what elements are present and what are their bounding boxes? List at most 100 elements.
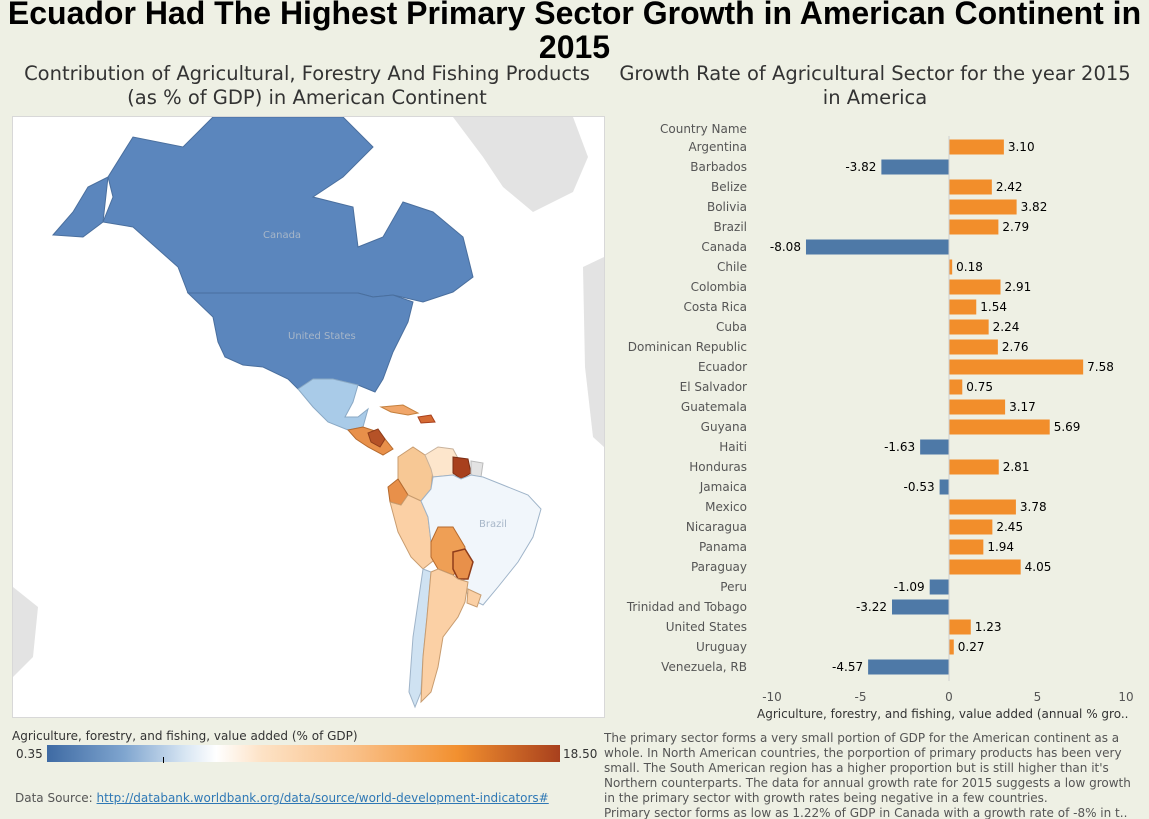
value-label: 2.91 (1005, 280, 1032, 294)
x-tick-label: -5 (855, 690, 867, 704)
x-axis-title: Agriculture, forestry, and fishing, valu… (757, 707, 1128, 721)
category-label: Guyana (701, 420, 747, 434)
category-label: Mexico (705, 500, 747, 514)
category-label: Jamaica (699, 480, 747, 494)
bar[interactable] (929, 579, 949, 595)
bar[interactable] (949, 399, 1006, 415)
x-tick-label: 5 (1034, 690, 1042, 704)
region-alaska[interactable] (51, 176, 109, 238)
category-label: Bolivia (707, 200, 747, 214)
map-label-united-states: United States (288, 331, 356, 342)
commentary-paragraph: The primary sector forms a very small po… (604, 731, 1131, 805)
data-source-link[interactable]: http://databank.worldbank.org/data/sourc… (96, 791, 549, 805)
bar[interactable] (805, 239, 949, 255)
bar[interactable] (949, 559, 1021, 575)
map-label-brazil: Brazil (479, 519, 507, 530)
bar[interactable] (949, 539, 984, 555)
bar[interactable] (868, 659, 949, 675)
category-label: Venezuela, RB (661, 660, 747, 674)
legend-title: Agriculture, forestry, and fishing, valu… (12, 729, 358, 743)
category-label: Guatemala (681, 400, 747, 414)
africa-edge-shape (583, 257, 604, 447)
bar[interactable] (949, 259, 953, 275)
value-label: 1.54 (980, 300, 1007, 314)
bar[interactable] (920, 439, 949, 455)
region-canada[interactable] (102, 117, 474, 303)
value-label: -8.08 (770, 240, 801, 254)
antarctic-islands-shape (13, 587, 38, 677)
category-label: Haiti (719, 440, 747, 454)
region-cuba[interactable] (379, 404, 420, 416)
region-paraguay[interactable] (452, 548, 474, 580)
category-label: United States (666, 620, 747, 634)
bar-chart: Country Name Argentina 3.10 Barbados -3.82 B… (626, 122, 1134, 721)
greenland-shape (453, 117, 588, 212)
region-argentina[interactable] (420, 568, 469, 704)
value-label: 2.81 (1003, 460, 1030, 474)
category-label: Colombia (691, 280, 747, 294)
value-label: 3.17 (1009, 400, 1036, 414)
bar[interactable] (949, 339, 998, 355)
category-label: Dominican Republic (628, 340, 747, 354)
bar[interactable] (939, 479, 949, 495)
legend-max-value: 18.50 (563, 747, 598, 761)
category-label: Canada (701, 240, 747, 254)
region-nicaragua[interactable] (367, 428, 386, 448)
value-label: 3.10 (1008, 140, 1035, 154)
bar[interactable] (949, 619, 971, 635)
bar[interactable] (949, 139, 1004, 155)
bar[interactable] (949, 219, 999, 235)
region-uruguay[interactable] (466, 588, 482, 608)
bar[interactable] (949, 359, 1084, 375)
map-canvas[interactable]: Canada United States Brazil (13, 117, 604, 717)
value-label: 3.78 (1020, 500, 1047, 514)
bar[interactable] (949, 419, 1050, 435)
value-label: 2.24 (993, 320, 1020, 334)
category-label: Barbados (690, 160, 747, 174)
x-tick-label: -10 (762, 690, 782, 704)
category-label: Argentina (688, 140, 747, 154)
choropleth-map[interactable]: Canada United States Brazil (12, 116, 605, 718)
bar[interactable] (949, 459, 999, 475)
legend-midpoint-marker (163, 757, 164, 763)
region-guyana[interactable] (452, 456, 472, 480)
category-label: Peru (720, 580, 747, 594)
value-label: -0.53 (904, 480, 935, 494)
category-header: Country Name (660, 122, 747, 136)
bar[interactable] (949, 519, 993, 535)
bar[interactable] (949, 199, 1017, 215)
region-mexico[interactable] (297, 378, 369, 431)
value-label: 7.58 (1087, 360, 1114, 374)
value-label: -3.22 (856, 600, 887, 614)
region-hispaniola[interactable] (417, 414, 436, 424)
value-label: -1.63 (884, 440, 915, 454)
bar[interactable] (949, 179, 992, 195)
bar[interactable] (949, 639, 954, 655)
value-label: 1.23 (975, 620, 1002, 634)
category-label: Nicaragua (686, 520, 747, 534)
value-label: 5.69 (1054, 420, 1081, 434)
category-label: Uruguay (696, 640, 747, 654)
value-label: -4.57 (832, 660, 863, 674)
commentary-text: The primary sector forms a very small po… (604, 731, 1144, 819)
category-label: El Salvador (680, 380, 747, 394)
category-label: Costa Rica (684, 300, 747, 314)
map-label-canada: Canada (263, 230, 301, 241)
bar[interactable] (949, 499, 1016, 515)
bar[interactable] (949, 299, 977, 315)
value-label: 4.05 (1025, 560, 1052, 574)
category-label: Honduras (689, 460, 747, 474)
x-tick-label: 10 (1118, 690, 1133, 704)
category-label: Belize (711, 180, 747, 194)
bar-layer: Argentina 3.10 Barbados -3.82 Belize 2.42 Boli… (626, 139, 1114, 675)
bar[interactable] (892, 599, 949, 615)
bar[interactable] (949, 319, 989, 335)
main-title: Ecuador Had The Highest Primary Sector G… (7, 0, 1142, 65)
legend-color-ramp (47, 745, 560, 762)
bar[interactable] (949, 279, 1001, 295)
x-axis: -10 -5 0 5 10 (762, 136, 1134, 704)
bar[interactable] (881, 159, 949, 175)
category-label: Chile (717, 260, 747, 274)
bar[interactable] (949, 379, 963, 395)
category-label: Trinidad and Tobago (626, 600, 747, 614)
